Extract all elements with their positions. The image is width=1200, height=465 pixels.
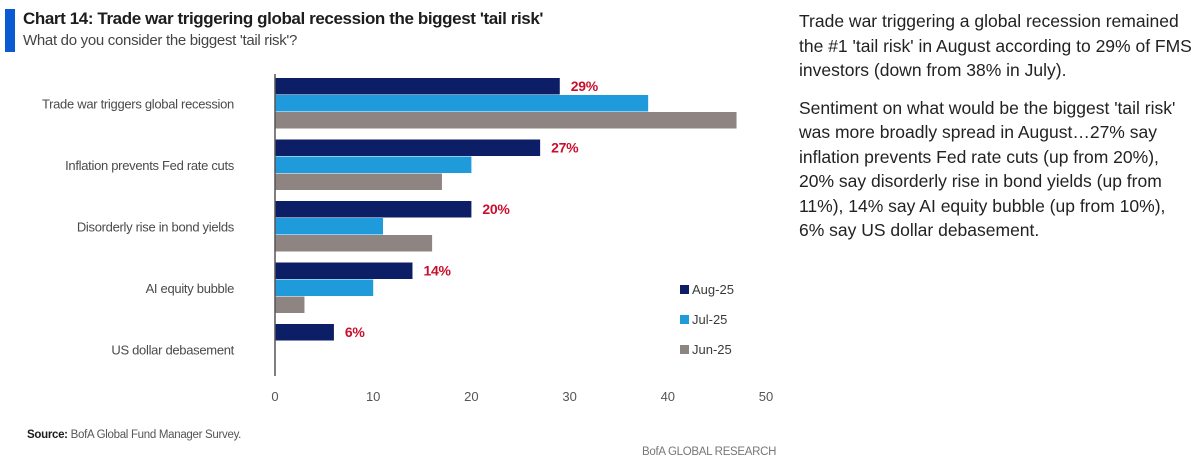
bar-chart: Trade war triggers global recession Infla… [42, 74, 773, 404]
category-label: US dollar debasement [111, 343, 234, 358]
brand-footer: BofA GLOBAL RESEARCH [642, 446, 777, 458]
bar-jun-25 [275, 112, 737, 129]
legend-label: Aug-25 [692, 282, 734, 297]
bar-aug-25 [275, 262, 413, 279]
source-note: Source: BofA Global Fund Manager Survey. [27, 429, 241, 441]
bar-jul-25 [275, 156, 472, 173]
x-tick-label: 0 [271, 389, 278, 404]
legend-label: Jun-25 [692, 342, 732, 357]
source-text: BofA Global Fund Manager Survey. [67, 429, 242, 441]
bar-jun-25 [275, 235, 433, 252]
x-tick-label: 10 [366, 389, 380, 404]
data-label: 6% [345, 324, 365, 340]
chart-subtitle: What do you consider the biggest 'tail r… [23, 32, 298, 49]
category-label: Inflation prevents Fed rate cuts [65, 158, 235, 173]
bar-jul-25 [275, 95, 649, 112]
legend-swatch-jun-25 [680, 345, 689, 354]
legend-swatch-jul-25 [680, 315, 689, 324]
bar-jun-25 [275, 173, 442, 190]
bar-aug-25 [275, 78, 560, 95]
category-label: AI equity bubble [146, 281, 235, 296]
bar-jul-25 [275, 279, 374, 296]
data-label: 29% [571, 78, 599, 94]
title-accent-bar [5, 9, 15, 52]
bar-jul-25 [275, 218, 384, 235]
source-label: Source: [27, 429, 68, 441]
bar-jun-25 [275, 296, 305, 313]
bar-aug-25 [275, 324, 334, 341]
commentary-paragraph-1: Trade war triggering a global recession … [799, 11, 1192, 80]
x-tick-label: 50 [759, 389, 773, 404]
x-tick-label: 20 [464, 389, 478, 404]
legend-label: Jul-25 [692, 312, 727, 327]
bar-aug-25 [275, 139, 541, 156]
commentary-paragraph-2: Sentiment on what would be the biggest '… [799, 97, 1176, 241]
commentary: Trade war triggering a global recession … [799, 9, 1195, 256]
bar-aug-25 [275, 201, 472, 218]
x-tick-label: 30 [562, 389, 576, 404]
category-label: Disorderly rise in bond yields [77, 220, 235, 235]
chart-title: Chart 14: Trade war triggering global re… [23, 9, 544, 28]
x-tick-label: 40 [661, 389, 675, 404]
data-label: 27% [551, 140, 579, 156]
data-label: 20% [482, 201, 510, 217]
data-label: 14% [423, 263, 451, 279]
legend-swatch-aug-25 [680, 285, 689, 294]
category-label: Trade war triggers global recession [42, 97, 234, 112]
